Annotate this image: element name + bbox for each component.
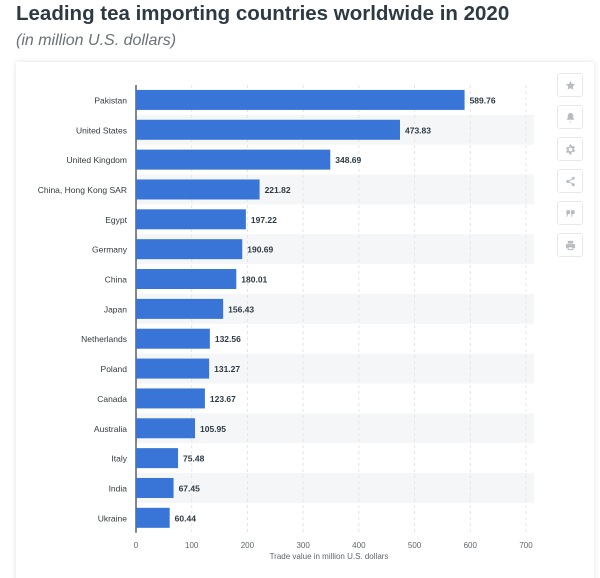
data-label: 105.95 [200, 424, 226, 434]
bar [136, 209, 246, 230]
category-label: Poland [101, 364, 128, 374]
data-label: 348.69 [335, 155, 361, 165]
x-axis-title: Trade value in million U.S. dollars [270, 552, 389, 561]
category-label: Egypt [105, 215, 127, 225]
category-label: India [109, 483, 128, 493]
notification-button[interactable] [557, 105, 583, 129]
chart-subtitle: (in million U.S. dollars) [16, 32, 177, 49]
bar [136, 358, 210, 379]
bar-chart: Pakistan 589.76 United States 473.83 United … [38, 85, 534, 561]
data-label: 180.01 [241, 275, 267, 285]
bar [136, 298, 224, 319]
category-label: Ukraine [98, 513, 128, 523]
category-label: Italy [111, 454, 127, 464]
bar [136, 507, 170, 528]
cite-button[interactable] [557, 201, 583, 225]
category-label: Pakistan [94, 95, 127, 105]
x-tick-label: 400 [352, 541, 366, 550]
print-icon [565, 240, 575, 250]
quote-icon [565, 209, 575, 217]
category-label: Japan [104, 304, 127, 314]
bar [136, 448, 179, 469]
bell-icon [566, 112, 574, 123]
bar [136, 328, 210, 349]
settings-button[interactable] [557, 137, 583, 161]
category-label: United Kingdom [67, 155, 127, 165]
bar [136, 119, 400, 140]
category-label: China [105, 275, 127, 285]
x-tick-label: 700 [519, 541, 533, 550]
category-label: Netherlands [81, 334, 127, 344]
data-label: 190.69 [247, 245, 273, 255]
share-button[interactable] [557, 169, 583, 193]
chart-toolbar [557, 73, 583, 265]
data-label: 132.56 [215, 334, 241, 344]
print-button[interactable] [557, 233, 583, 257]
x-tick-label: 500 [408, 541, 422, 550]
x-tick-label: 300 [296, 541, 310, 550]
category-label: Australia [94, 424, 127, 434]
favorite-button[interactable] [557, 73, 583, 97]
x-tick-label: 0 [134, 541, 139, 550]
star-icon [565, 80, 575, 90]
bar [136, 89, 465, 110]
data-label: 589.76 [470, 95, 496, 105]
data-label: 123.67 [210, 394, 236, 404]
data-label: 131.27 [214, 364, 240, 374]
category-label: Germany [92, 245, 128, 255]
bar [136, 388, 205, 409]
chart-card: Pakistan 589.76 United States 473.83 United … [16, 62, 594, 578]
category-label: China, Hong Kong SAR [38, 185, 127, 195]
data-label: 221.82 [265, 185, 291, 195]
data-label: 156.43 [228, 304, 254, 314]
bar [136, 149, 331, 170]
data-label: 197.22 [251, 215, 277, 225]
data-label: 60.44 [175, 513, 197, 523]
bar [136, 269, 237, 290]
bar [136, 179, 260, 200]
category-label: United States [76, 125, 127, 135]
row-stripe [136, 473, 534, 503]
bar [136, 239, 243, 260]
data-label: 67.45 [179, 483, 201, 493]
category-label: Canada [97, 394, 127, 404]
gear-icon [565, 143, 575, 155]
bar [136, 477, 174, 498]
x-tick-label: 200 [241, 541, 255, 550]
x-tick-label: 100 [185, 541, 199, 550]
chart-title: Leading tea importing countries worldwid… [16, 2, 510, 25]
bar [136, 418, 196, 439]
x-tick-label: 600 [464, 541, 478, 550]
row-stripe [136, 413, 534, 444]
share-icon [565, 176, 575, 186]
data-label: 473.83 [405, 125, 431, 135]
data-label: 75.48 [183, 454, 205, 464]
